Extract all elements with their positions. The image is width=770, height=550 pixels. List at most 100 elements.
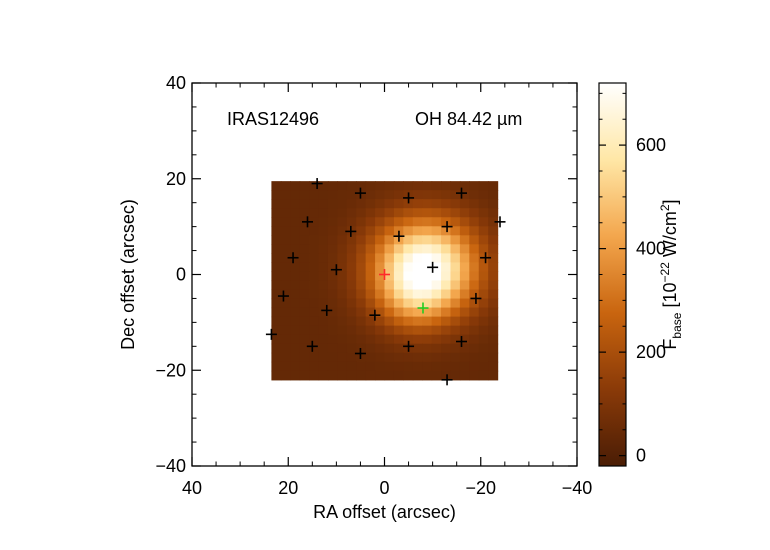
heatmap-cell <box>309 271 320 282</box>
heatmap-cell <box>393 352 404 363</box>
heatmap-cell <box>393 325 404 336</box>
heatmap-cell <box>365 280 376 291</box>
heatmap-cell <box>478 343 489 354</box>
heatmap-cell <box>337 208 348 218</box>
heatmap-cell <box>299 262 310 273</box>
heatmap-cell <box>375 226 386 236</box>
y-tick-label: 20 <box>166 169 186 189</box>
heatmap-cell <box>280 217 291 227</box>
heatmap-cell <box>478 361 489 372</box>
colorbar-title-sup2: 2 <box>658 204 672 211</box>
heatmap-cell <box>309 253 320 264</box>
heatmap-cell <box>365 199 376 209</box>
colorbar-tick-label: 600 <box>636 135 666 155</box>
heatmap-cell <box>299 271 310 282</box>
heatmap-cell <box>365 235 376 245</box>
heatmap-cell <box>412 244 423 254</box>
heatmap-cell <box>431 226 442 236</box>
heatmap-cell <box>346 298 357 309</box>
heatmap-cell <box>356 208 367 218</box>
heatmap-cell <box>365 208 376 218</box>
heatmap-cell <box>337 226 348 236</box>
heatmap-cell <box>337 289 348 300</box>
heatmap-cell <box>488 343 499 354</box>
heatmap-cell <box>356 370 367 381</box>
heatmap-cell <box>450 289 461 300</box>
heatmap-cell <box>488 325 499 336</box>
heatmap-cell <box>318 235 329 245</box>
heatmap-cell <box>337 235 348 245</box>
heatmap-cell <box>488 199 499 209</box>
heatmap-cell <box>412 235 423 245</box>
heatmap-cell <box>441 289 452 300</box>
heatmap-cell <box>469 235 480 245</box>
heatmap-cell <box>441 235 452 245</box>
heatmap-cell <box>337 199 348 209</box>
heatmap-cell <box>271 343 282 354</box>
heatmap-cell <box>422 334 433 345</box>
heatmap-cell <box>441 199 452 209</box>
heatmap-cell <box>450 343 461 354</box>
heatmap-cell <box>290 181 301 191</box>
heatmap-cell <box>384 226 395 236</box>
heatmap-cell <box>488 235 499 245</box>
heatmap-cell <box>356 325 367 336</box>
heatmap-cell <box>299 280 310 291</box>
heatmap-cell <box>309 325 320 336</box>
heatmap-cell <box>431 325 442 336</box>
heatmap-cell <box>271 361 282 372</box>
heatmap-cell <box>356 262 367 273</box>
heatmap-cell <box>412 370 423 381</box>
heatmap-cell <box>299 361 310 372</box>
heatmap-cell <box>309 343 320 354</box>
heatmap-cell <box>403 370 414 381</box>
heatmap-cell <box>450 217 461 227</box>
heatmap-cell <box>280 325 291 336</box>
heatmap-cell <box>422 226 433 236</box>
heatmap-cell <box>375 235 386 245</box>
heatmap-cell <box>422 208 433 218</box>
heatmap-cell <box>271 253 282 264</box>
spaxel-marker <box>265 328 277 340</box>
heatmap-cell <box>365 226 376 236</box>
heatmap-cell <box>280 316 291 327</box>
heatmap-cell <box>403 217 414 227</box>
heatmap-cell <box>393 316 404 327</box>
heatmap-cell <box>441 307 452 318</box>
heatmap-cell <box>337 181 348 191</box>
heatmap-cell <box>441 271 452 282</box>
heatmap-cell <box>346 190 357 200</box>
heatmap-cell <box>337 352 348 363</box>
heatmap-cell <box>346 307 357 318</box>
heatmap-cell <box>290 199 301 209</box>
heatmap-cell <box>478 181 489 191</box>
heatmap-cell <box>318 226 329 236</box>
heatmap-cell <box>422 271 433 282</box>
heatmap-cell <box>346 334 357 345</box>
heatmap-cell <box>393 262 404 273</box>
heatmap-cell <box>299 253 310 264</box>
x-tick-label: 20 <box>278 478 298 498</box>
heatmap-cell <box>384 280 395 291</box>
heatmap-cell <box>309 307 320 318</box>
heatmap-cell <box>450 190 461 200</box>
heatmap-cell <box>478 298 489 309</box>
heatmap-cell <box>393 181 404 191</box>
heatmap-cell <box>271 271 282 282</box>
heatmap-cell <box>412 289 423 300</box>
heatmap-cell <box>450 352 461 363</box>
heatmap-cell <box>356 226 367 236</box>
y-axis-title: Dec offset (arcsec) <box>118 199 138 350</box>
heatmap-cell <box>299 244 310 254</box>
heatmap-cell <box>280 271 291 282</box>
heatmap-cell <box>290 217 301 227</box>
heatmap-cell <box>327 262 338 273</box>
heatmap-cell <box>375 370 386 381</box>
heatmap-cell <box>280 253 291 264</box>
heatmap-cell <box>403 208 414 218</box>
heatmap-cell <box>422 217 433 227</box>
heatmap-cell <box>318 307 329 318</box>
heatmap-cell <box>299 307 310 318</box>
heatmap-cell <box>280 352 291 363</box>
colorbar-tick-labels: 0 200 400 600 <box>636 135 666 466</box>
